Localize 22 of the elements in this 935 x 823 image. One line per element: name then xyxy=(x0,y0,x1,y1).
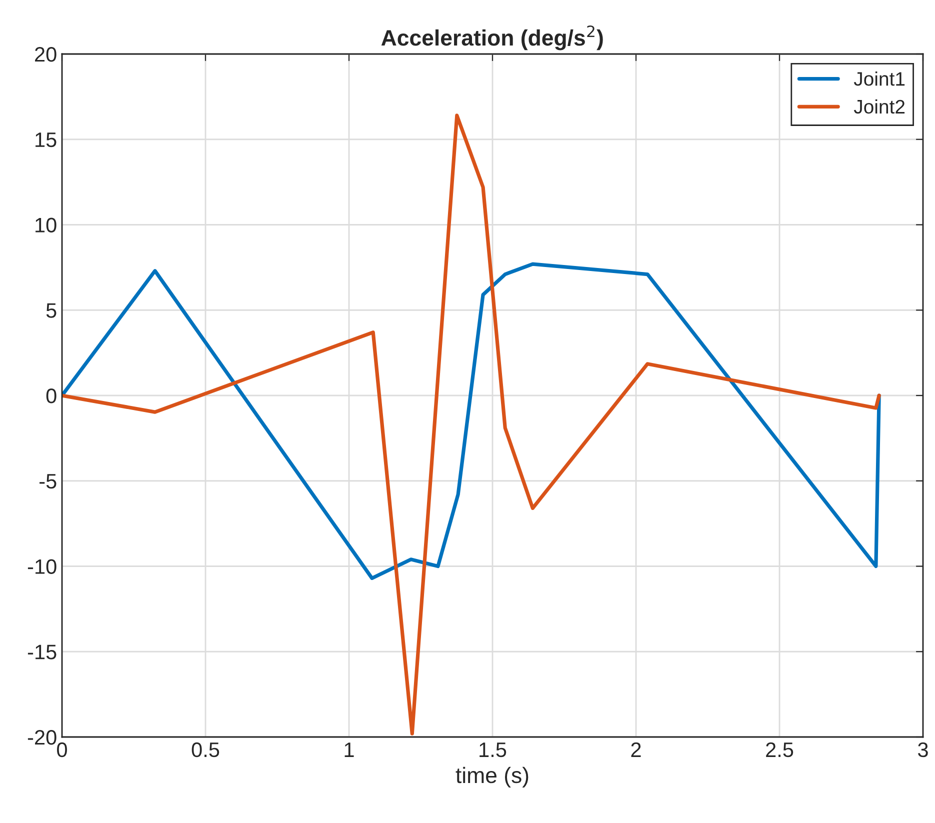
x-tick-label: 2 xyxy=(631,742,641,757)
y-tick-label: 20 xyxy=(35,47,56,62)
x-tick-label: 3 xyxy=(918,742,928,758)
x-tick-label: 1.5 xyxy=(480,742,506,758)
x-tick-label: 2.5 xyxy=(766,742,794,758)
line-series xyxy=(62,114,881,736)
y-tick-label: 0 xyxy=(46,388,56,404)
x-tick-label: 0 xyxy=(57,742,67,758)
x-axis-title: time (s) xyxy=(456,766,528,788)
legend-label: Joint1 xyxy=(854,72,905,86)
y-tick-label: 15 xyxy=(36,132,56,148)
chart-title: Acceleration (deg/s$^{2}$) xyxy=(381,25,603,50)
y-tick-label: -5 xyxy=(40,474,56,489)
y-tick-label: -15 xyxy=(28,644,56,660)
line-series xyxy=(62,262,881,580)
y-tick-label: -20 xyxy=(28,730,56,745)
y-tick-label: 10 xyxy=(36,218,56,233)
y-tick-label: -10 xyxy=(28,559,56,574)
x-tick-label: 1 xyxy=(344,742,354,757)
y-tick-label: 5 xyxy=(46,303,56,318)
x-tick-label: 0.5 xyxy=(192,742,220,758)
legend-label: Joint2 xyxy=(854,99,905,114)
